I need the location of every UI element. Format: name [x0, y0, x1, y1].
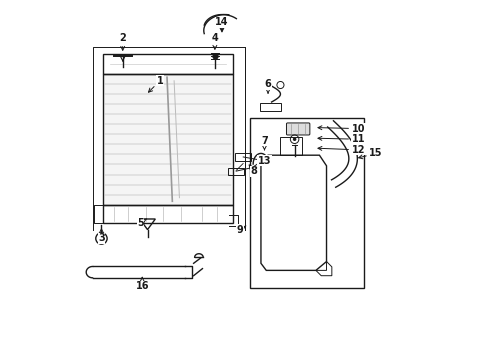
- Text: 7: 7: [261, 136, 268, 150]
- Text: 3: 3: [98, 229, 105, 243]
- Text: 15: 15: [359, 148, 383, 159]
- Text: 10: 10: [318, 123, 365, 134]
- Text: 6: 6: [265, 79, 271, 93]
- Text: 8: 8: [249, 165, 257, 176]
- FancyBboxPatch shape: [103, 74, 233, 205]
- Text: 9: 9: [236, 225, 246, 235]
- Text: 14: 14: [215, 17, 229, 32]
- Text: 1: 1: [148, 76, 163, 92]
- Circle shape: [293, 138, 296, 141]
- Text: 11: 11: [318, 134, 365, 144]
- Text: 5: 5: [137, 217, 147, 228]
- Text: 13: 13: [258, 156, 271, 166]
- Text: 16: 16: [135, 278, 149, 291]
- Text: 2: 2: [120, 33, 126, 50]
- Circle shape: [99, 237, 103, 240]
- Text: 4: 4: [212, 33, 218, 49]
- Text: 12: 12: [318, 145, 365, 155]
- FancyBboxPatch shape: [287, 123, 310, 135]
